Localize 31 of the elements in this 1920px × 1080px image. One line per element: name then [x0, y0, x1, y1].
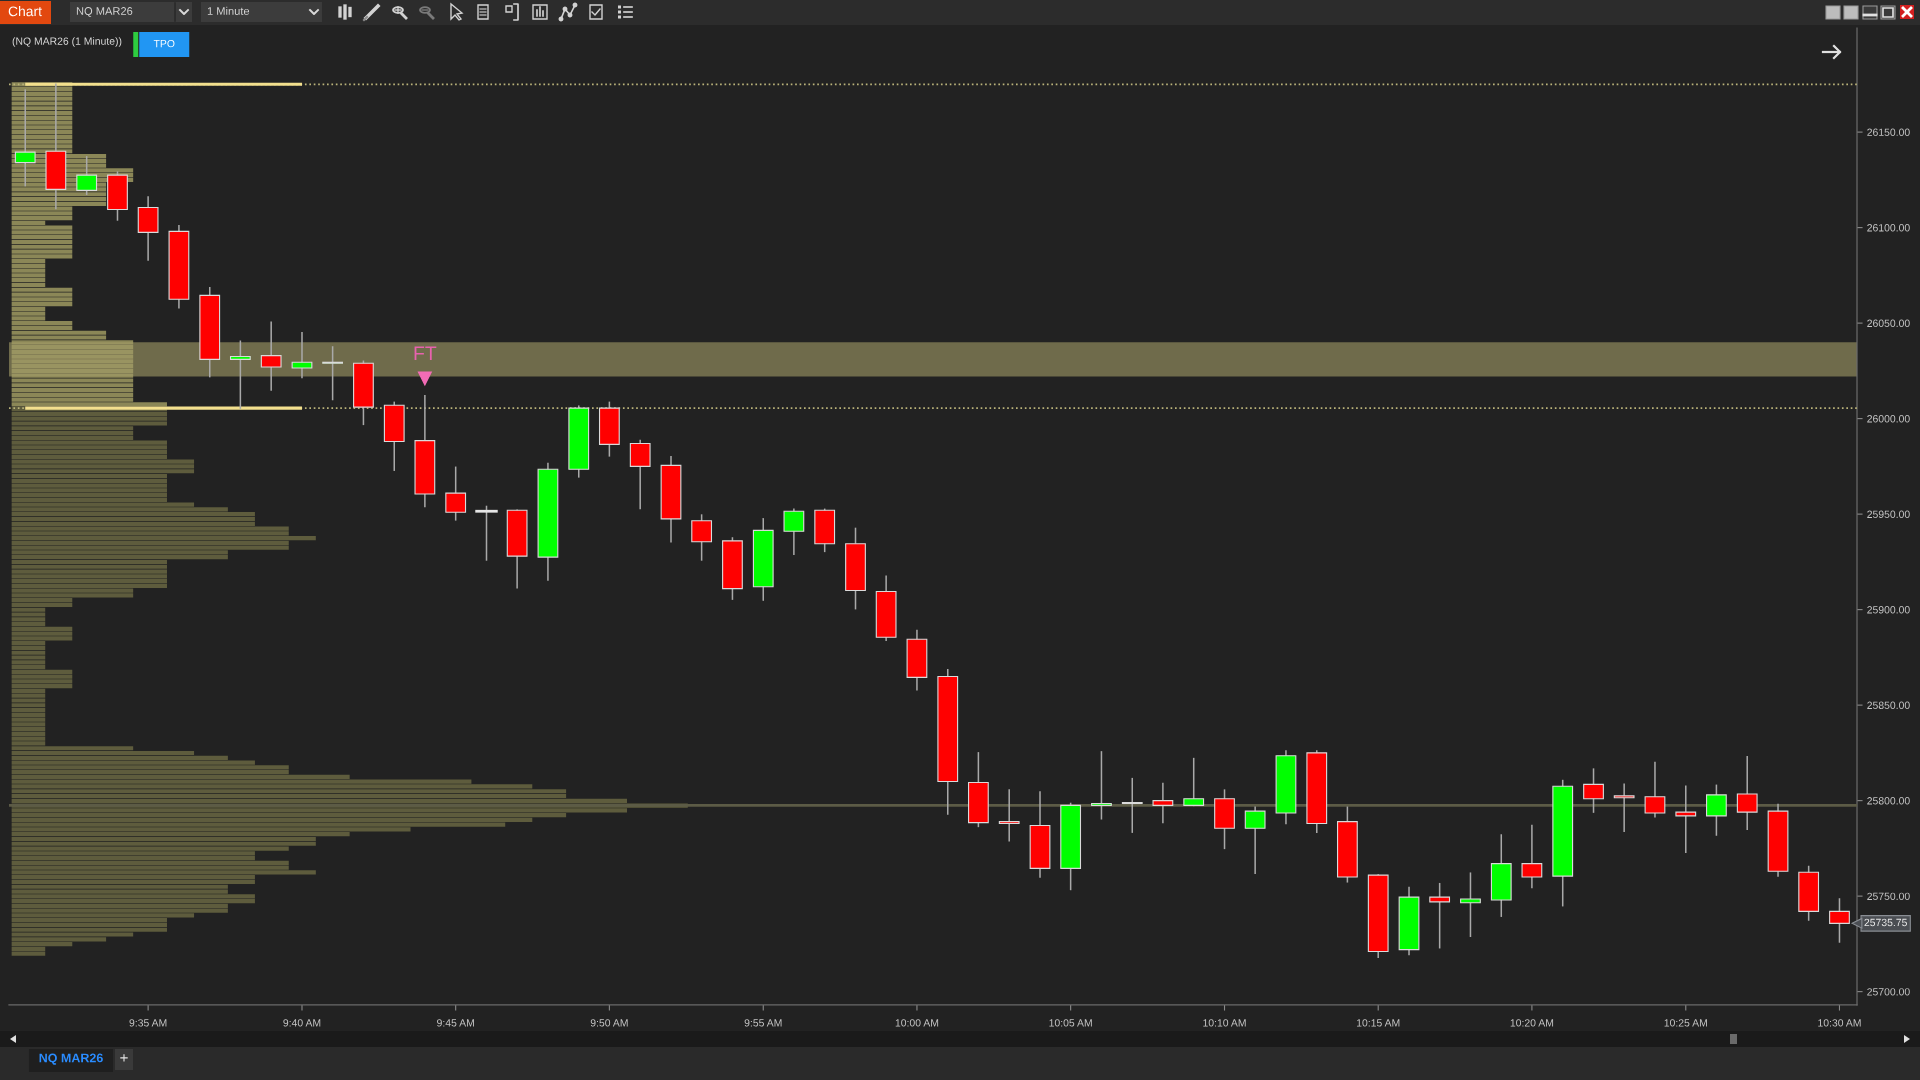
y-tick-label: 25900.00	[1867, 606, 1910, 614]
y-tick-label: 26100.00	[1867, 224, 1910, 232]
text: 1 Minute	[207, 6, 250, 15]
text: NQ MAR26	[39, 1053, 103, 1065]
annotation: TPO	[153, 39, 175, 48]
y-tick-label: 26000.00	[1867, 415, 1910, 423]
y-tick-label: 25850.00	[1867, 701, 1910, 709]
annotation: FT	[414, 346, 437, 360]
text: (NQ MAR26 (1 Minute))	[12, 37, 122, 47]
x-tick-label: 10:20 AM	[1510, 1019, 1554, 1027]
annotation: 25735.75	[1864, 918, 1907, 927]
x-tick-label: 9:35 AM	[129, 1019, 167, 1027]
y-tick-label: 25750.00	[1867, 892, 1910, 900]
y-tick-label: 25950.00	[1867, 510, 1910, 518]
x-tick-label: 10:05 AM	[1049, 1019, 1092, 1027]
x-tick-label: 10:25 AM	[1664, 1019, 1707, 1027]
y-tick-label: 26050.00	[1867, 319, 1910, 327]
x-tick-label: 10:10 AM	[1203, 1019, 1246, 1027]
x-tick-label: 9:50 AM	[590, 1019, 628, 1027]
y-tick-label: 26150.00	[1867, 128, 1910, 136]
x-tick-label: 10:00 AM	[895, 1019, 939, 1027]
x-tick-label: 9:40 AM	[283, 1019, 321, 1027]
x-tick-label: 10:15 AM	[1357, 1019, 1400, 1027]
x-tick-label: 9:45 AM	[437, 1019, 474, 1027]
y-tick-label: 25700.00	[1867, 988, 1910, 996]
text: +	[120, 1054, 128, 1062]
text: Chart	[8, 6, 42, 17]
y-tick-label: 25800.00	[1867, 797, 1910, 805]
text: NQ MAR26	[76, 7, 133, 17]
x-tick-label: 9:55 AM	[744, 1019, 782, 1027]
x-tick-label: 10:30 AM	[1818, 1019, 1861, 1027]
